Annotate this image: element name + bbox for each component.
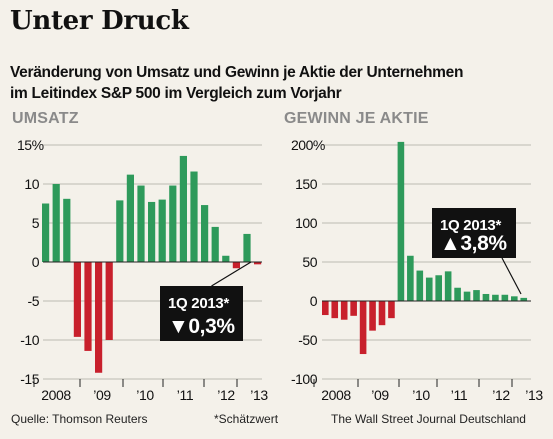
gewinn-bar xyxy=(444,271,452,301)
umsatz-callout-box xyxy=(160,286,243,341)
gewinn-bar xyxy=(359,301,367,355)
chart-title: Unter Druck xyxy=(10,6,189,36)
gewinn-bar xyxy=(369,301,376,331)
gewinn-xtick-label: 2008 xyxy=(321,387,351,403)
umsatz-xtick-label: ’11 xyxy=(177,387,194,403)
umsatz-ytick-label: -5 xyxy=(28,293,40,309)
gewinn-bar xyxy=(425,277,433,301)
gewinn-xtick-label: ’09 xyxy=(371,387,389,403)
gewinn-bar xyxy=(454,287,461,301)
gewinn-ytick-label: 200% xyxy=(291,137,325,153)
gewinn-bar xyxy=(473,290,480,301)
panel-title-gewinn: GEWINN JE AKTIE xyxy=(284,110,429,127)
umsatz-bar xyxy=(179,155,187,262)
umsatz-bar xyxy=(243,233,251,262)
umsatz-xtick-label: ’12 xyxy=(217,387,235,403)
umsatz-bar xyxy=(201,205,209,262)
gewinn-callout-box xyxy=(432,208,516,258)
gewinn-xtick-label: ’12 xyxy=(492,387,510,403)
gewinn-ytick-label: -100 xyxy=(291,371,318,387)
umsatz-bar xyxy=(84,262,92,351)
umsatz-bar xyxy=(190,171,198,262)
gewinn-ytick-label: 100 xyxy=(295,215,318,231)
umsatz-bar xyxy=(73,262,81,337)
umsatz-bar xyxy=(63,198,71,262)
umsatz-bar xyxy=(158,199,166,262)
gewinn-xtick-label: ’13 xyxy=(525,387,543,403)
umsatz-xtick-label: ’09 xyxy=(93,387,111,403)
umsatz-bar xyxy=(222,255,230,262)
umsatz-bar xyxy=(52,184,60,262)
gewinn-bar xyxy=(397,141,405,301)
gewinn-bar xyxy=(482,293,490,301)
gewinn-bar xyxy=(331,301,339,319)
chart-subtitle: Veränderung von Umsatz und Gewinn je Akt… xyxy=(10,62,545,104)
gewinn-ytick-label: 50 xyxy=(302,254,317,270)
footer-note: *Schätzwert xyxy=(214,412,279,426)
subtitle-line-2: im Leitindex S&P 500 im Vergleich zum Vo… xyxy=(10,85,342,102)
umsatz-bar xyxy=(95,262,103,373)
footer-source: Quelle: Thomson Reuters xyxy=(11,412,148,426)
umsatz-ytick-label: -10 xyxy=(20,332,39,348)
umsatz-bar xyxy=(232,262,240,269)
umsatz-bar xyxy=(254,262,262,265)
gewinn-bar xyxy=(520,297,528,301)
gewinn-bar xyxy=(435,275,442,301)
gewinn-bar xyxy=(322,301,329,316)
gewinn-ytick-label: 0 xyxy=(310,293,318,309)
gewinn-bar xyxy=(463,291,471,301)
umsatz-bar xyxy=(105,262,113,340)
gewinn-bar xyxy=(340,301,348,320)
gewinn-bar xyxy=(511,296,518,301)
umsatz-callout-label: 1Q 2013* xyxy=(168,295,229,312)
gewinn-ytick-label: 150 xyxy=(295,176,318,192)
umsatz-ytick-label: 15% xyxy=(17,137,44,153)
gewinn-callout-leader xyxy=(501,257,522,295)
umsatz-callout-value: ▼0,3% xyxy=(168,315,235,338)
gewinn-bar xyxy=(407,255,414,301)
footer-publisher: The Wall Street Journal Deutschland xyxy=(331,412,526,426)
umsatz-callout-leader xyxy=(211,261,252,287)
umsatz-bar xyxy=(169,185,177,262)
umsatz-ytick-label: 5 xyxy=(32,215,40,231)
gewinn-bar xyxy=(501,294,509,301)
gewinn-bar xyxy=(416,270,424,301)
umsatz-ytick-label: 0 xyxy=(32,254,40,270)
umsatz-ytick-label: 10 xyxy=(24,176,39,192)
umsatz-xtick-label: ’10 xyxy=(136,387,154,403)
umsatz-bar xyxy=(137,185,145,262)
umsatz-ytick-label: -15 xyxy=(20,371,39,387)
umsatz-xtick-label: ’13 xyxy=(250,387,268,403)
gewinn-ytick-label: -50 xyxy=(298,332,317,348)
gewinn-xtick-label: ’11 xyxy=(451,387,468,403)
umsatz-bar xyxy=(126,174,134,262)
gewinn-bar xyxy=(388,301,395,319)
gewinn-callout-label: 1Q 2013* xyxy=(440,217,501,234)
umsatz-bar xyxy=(42,203,50,262)
subtitle-line-1: Veränderung von Umsatz und Gewinn je Akt… xyxy=(10,64,464,81)
gewinn-bar xyxy=(350,301,357,316)
panel-title-umsatz: UMSATZ xyxy=(12,110,79,127)
umsatz-xtick-label: 2008 xyxy=(41,387,71,403)
gewinn-bar xyxy=(492,294,499,301)
umsatz-bar xyxy=(211,226,219,262)
gewinn-callout-value: ▲3,8% xyxy=(440,232,507,255)
gewinn-bar xyxy=(378,301,386,326)
gewinn-xtick-label: ’10 xyxy=(412,387,430,403)
umsatz-bar xyxy=(116,200,124,262)
umsatz-bar xyxy=(148,201,156,262)
